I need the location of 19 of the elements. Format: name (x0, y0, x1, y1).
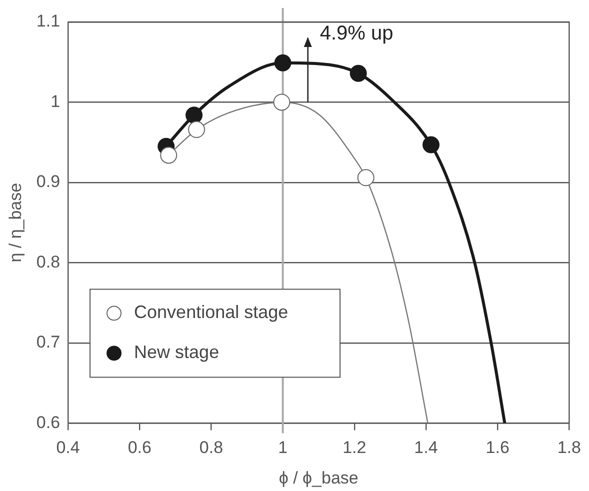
y-tick-label: 1 (50, 92, 60, 111)
legend-label: Conventional stage (134, 302, 288, 322)
x-tick-label: 1.4 (414, 438, 438, 458)
legend-label: New stage (134, 342, 220, 362)
y-tick-label: 0.7 (36, 332, 60, 352)
y-tick-label: 0.6 (36, 412, 60, 432)
y-axis-title: η / η_base (6, 182, 25, 262)
x-tick-label: 1.6 (486, 438, 510, 458)
annotation: 4.9% up (320, 22, 394, 45)
x-tick-label: 1 (278, 438, 288, 458)
x-tick-label: 0.8 (199, 438, 224, 458)
y-tick-label: 1.1 (36, 12, 60, 31)
x-tick-label: 1.2 (342, 438, 366, 458)
x-axis-title: ϕ / ϕ_base (278, 468, 358, 488)
x-tick-label: 0.4 (56, 438, 80, 458)
x-tick-label: 0.6 (128, 438, 152, 458)
y-tick-label: 0.8 (36, 252, 60, 272)
x-tick-label: 1.8 (557, 438, 582, 458)
y-tick-label: 0.9 (36, 172, 60, 192)
